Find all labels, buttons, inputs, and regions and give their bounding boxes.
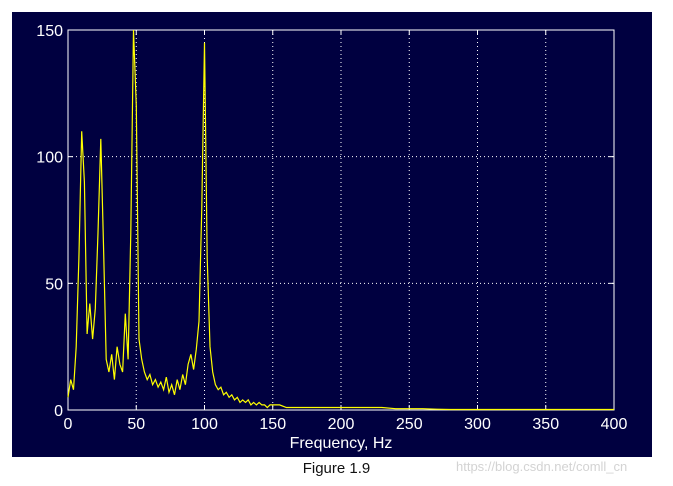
y-tick-label: 100 [36,150,63,167]
x-tick-label: 150 [259,416,286,433]
figure-panel: 0 50 100 150 200 250 300 350 400 0 50 100 150 Freque… [12,12,652,457]
x-axis-label: Frequency, Hz [290,435,393,452]
figure-caption: Figure 1.9 [302,460,371,477]
x-tick-label: 200 [328,416,355,433]
y-tick-label: 0 [54,403,63,420]
x-tick-label: 400 [601,416,628,433]
plot-area: 0 50 100 150 200 250 300 350 400 0 50 100 150 Freque… [36,23,627,452]
y-tick-label: 150 [36,23,63,40]
x-tick-label: 100 [191,416,218,433]
x-tick-label: 50 [127,416,145,433]
x-tick-label: 250 [396,416,423,433]
x-tick-label: 350 [532,416,559,433]
watermark: https://blog.csdn.net/comll_cn [456,459,628,474]
x-tick-label: 0 [64,416,73,433]
grid [68,30,614,410]
series-line [67,29,614,411]
y-tick-label: 50 [45,276,63,293]
x-tick-label: 300 [464,416,491,433]
ticks: 0 50 100 150 200 250 300 350 400 0 50 100 150 [36,23,627,433]
